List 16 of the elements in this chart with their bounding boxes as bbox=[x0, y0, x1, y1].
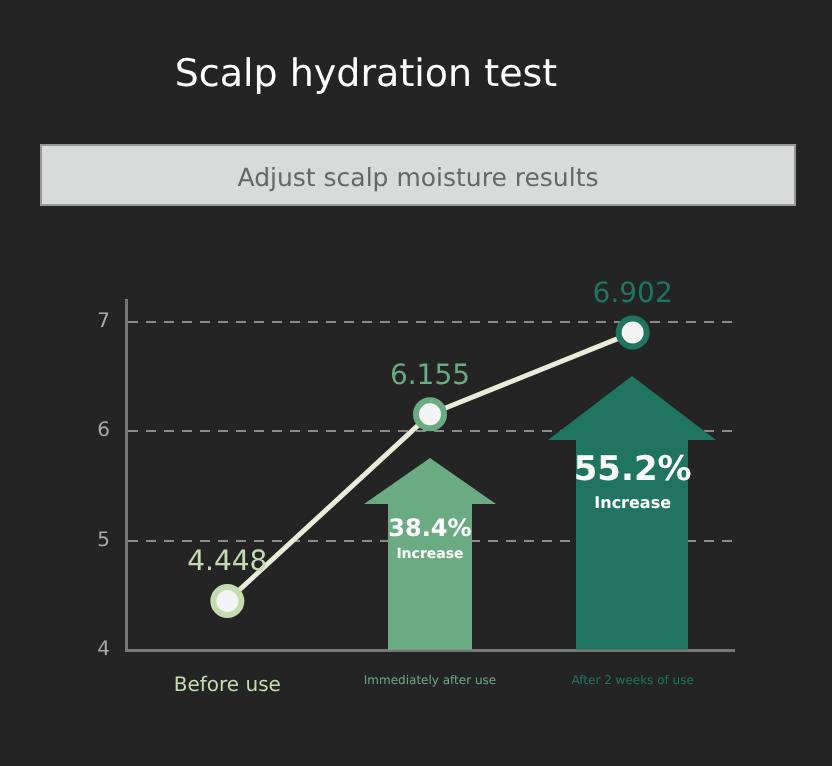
x-tick-label: Before use bbox=[173, 675, 281, 698]
y-tick-label: 5 bbox=[97, 529, 110, 552]
point bbox=[210, 584, 245, 618]
annotation: 55.2% bbox=[571, 450, 694, 491]
y-tick-label: 6 bbox=[97, 420, 110, 443]
data-label: 4.448 bbox=[187, 546, 268, 579]
annotation: 38.4% bbox=[386, 514, 474, 543]
data-label: 6.155 bbox=[389, 359, 471, 392]
annotation: Increase bbox=[592, 494, 674, 513]
y-tick-label: 4 bbox=[97, 639, 110, 662]
point bbox=[413, 397, 447, 432]
data-label: 6.902 bbox=[592, 277, 673, 310]
point bbox=[615, 315, 650, 350]
chart-title: Scalp hydration test bbox=[172, 52, 560, 96]
chart-subtitle: Adjust scalp moisture results bbox=[40, 144, 796, 206]
y-tick-label: 7 bbox=[97, 311, 110, 334]
